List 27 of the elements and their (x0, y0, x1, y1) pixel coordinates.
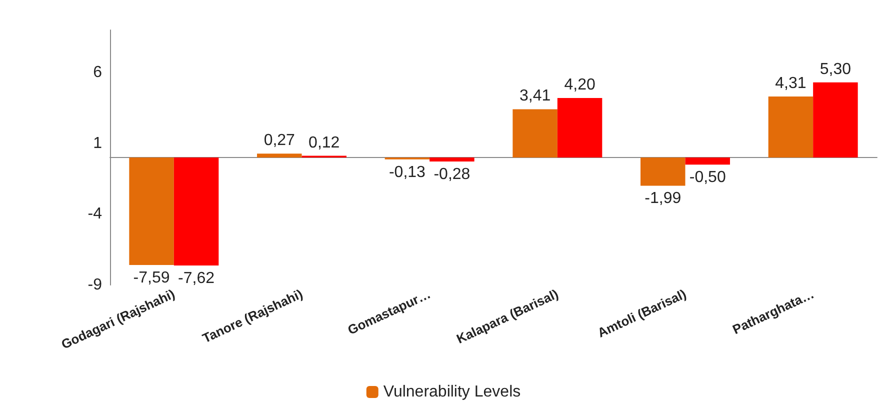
bar (640, 158, 686, 186)
bar (557, 98, 602, 158)
y-tick-label: 6 (93, 64, 102, 81)
data-label: 5,30 (820, 60, 852, 78)
y-tick-label: -9 (88, 276, 102, 294)
y-tick-label: -4 (88, 206, 102, 223)
data-label: 0,27 (264, 132, 296, 150)
data-label: -1,99 (644, 190, 682, 208)
bar (813, 82, 858, 158)
bar (174, 158, 219, 266)
data-label: -7,62 (178, 270, 215, 287)
data-label: -0,50 (689, 169, 726, 186)
legend-label: Vulnerability Levels (383, 384, 521, 400)
data-label: 4,31 (775, 74, 806, 92)
bar (257, 154, 302, 158)
data-label: 3,41 (519, 88, 551, 105)
data-label: -0,13 (388, 164, 426, 181)
bar (768, 96, 814, 158)
data-label: -0,28 (434, 166, 470, 183)
bar (512, 109, 558, 158)
data-label: -7,59 (133, 270, 170, 287)
data-label: 0,12 (308, 134, 340, 152)
bar (685, 158, 730, 165)
data-label: 4,20 (564, 76, 596, 94)
bar (430, 158, 474, 162)
bar (129, 158, 174, 266)
y-tick-label: 1 (93, 134, 102, 152)
